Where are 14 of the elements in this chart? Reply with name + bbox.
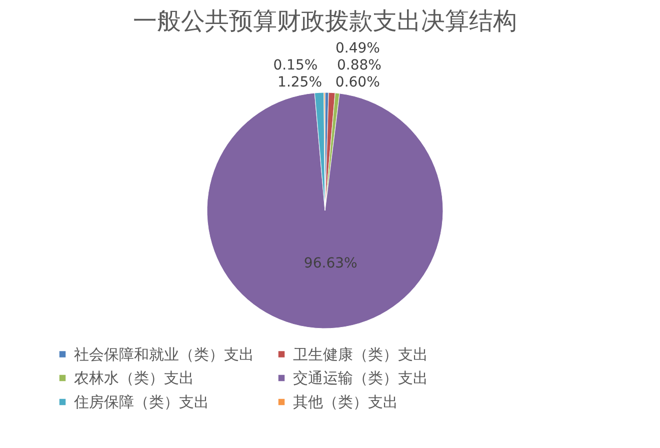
- legend-label: 住房保障（类）支出: [73, 393, 209, 411]
- legend-label: 社会保障和就业（类）支出: [74, 345, 254, 364]
- chart-title: 一般公共预算财政拨款支出决算结构: [133, 7, 517, 35]
- pie-slice: [206, 92, 444, 329]
- legend-label: 卫生健康（类）支出: [293, 345, 428, 364]
- data-label: 0.49%: [335, 40, 380, 57]
- data-label: 96.63%: [304, 255, 358, 272]
- legend-label: 农林水（类）支出: [74, 369, 194, 387]
- legend-label: 其他（类）支出: [293, 393, 398, 411]
- data-label: 0.88%: [337, 58, 382, 74]
- data-label: 0.60%: [335, 74, 380, 91]
- data-label: 1.25%: [278, 74, 322, 91]
- legend-label: 交通运输（类）支出: [293, 369, 428, 387]
- data-label: 0.15%: [273, 58, 318, 74]
